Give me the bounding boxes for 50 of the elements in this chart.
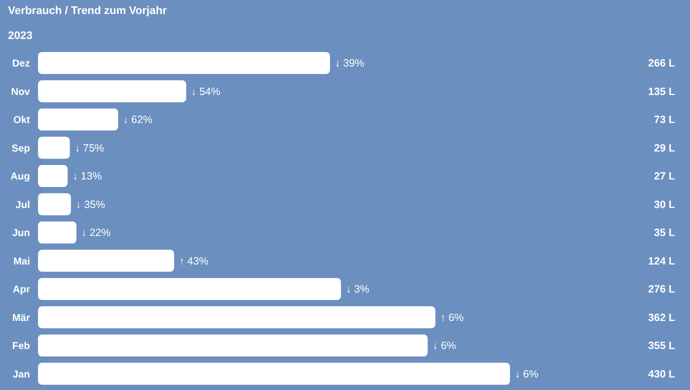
bar — [38, 136, 70, 159]
bar — [38, 80, 186, 102]
bar — [38, 250, 174, 272]
bar — [38, 165, 68, 187]
annotation: ↓ 35% — [76, 198, 106, 211]
data-label: 73 L — [654, 114, 676, 126]
bar — [38, 278, 341, 300]
y-tick-label: Jul — [16, 200, 30, 211]
y-tick-label: Jun — [12, 228, 30, 240]
bar — [38, 306, 436, 328]
annotation: ↓ 39% — [334, 58, 364, 70]
annotation: ↓ 22% — [81, 227, 111, 240]
data-label: 362 L — [648, 312, 676, 324]
data-label: 266 L — [648, 58, 676, 70]
bar — [38, 193, 71, 216]
annotation: ↓ 54% — [191, 86, 220, 98]
annotation: ↑ 43% — [179, 255, 208, 268]
data-label: 430 L — [648, 368, 676, 380]
data-label: 135 L — [648, 86, 676, 98]
y-tick-label: Mai — [13, 256, 30, 268]
bar — [38, 222, 76, 244]
annotation: ↓ 6% — [432, 340, 456, 352]
data-label: 35 L — [654, 227, 676, 240]
y-tick-label: Feb — [12, 341, 30, 352]
data-label: 30 L — [654, 198, 676, 211]
bar — [38, 108, 118, 130]
y-tick-label: Apr — [12, 284, 30, 296]
annotation: ↓ 75% — [74, 142, 104, 154]
bar — [38, 334, 428, 356]
y-tick-label: Nov — [11, 86, 30, 98]
bar — [38, 362, 510, 385]
data-label: 124 L — [648, 255, 676, 268]
chart-title: Verbrauch / Trend zum Vorjahr — [8, 5, 167, 17]
y-tick-label: Aug — [10, 172, 30, 183]
data-label: 355 L — [648, 340, 676, 352]
annotation: ↓ 6% — [515, 368, 538, 380]
bar — [38, 52, 330, 74]
annotation: ↓ 62% — [123, 114, 152, 126]
chart-subtitle: 2023 — [8, 30, 32, 42]
y-tick-label: Jan — [12, 369, 30, 380]
y-tick-label: Sep — [12, 143, 30, 154]
annotation: ↑ 6% — [440, 312, 464, 324]
y-tick-label: Dez — [12, 58, 30, 70]
annotation: ↓ 3% — [346, 284, 370, 296]
annotation: ↓ 13% — [72, 170, 102, 183]
data-label: 27 L — [654, 170, 676, 183]
data-label: 29 L — [654, 142, 676, 154]
y-tick-label: Mär — [12, 312, 30, 324]
y-tick-label: Okt — [13, 115, 31, 126]
data-label: 276 L — [648, 284, 676, 296]
